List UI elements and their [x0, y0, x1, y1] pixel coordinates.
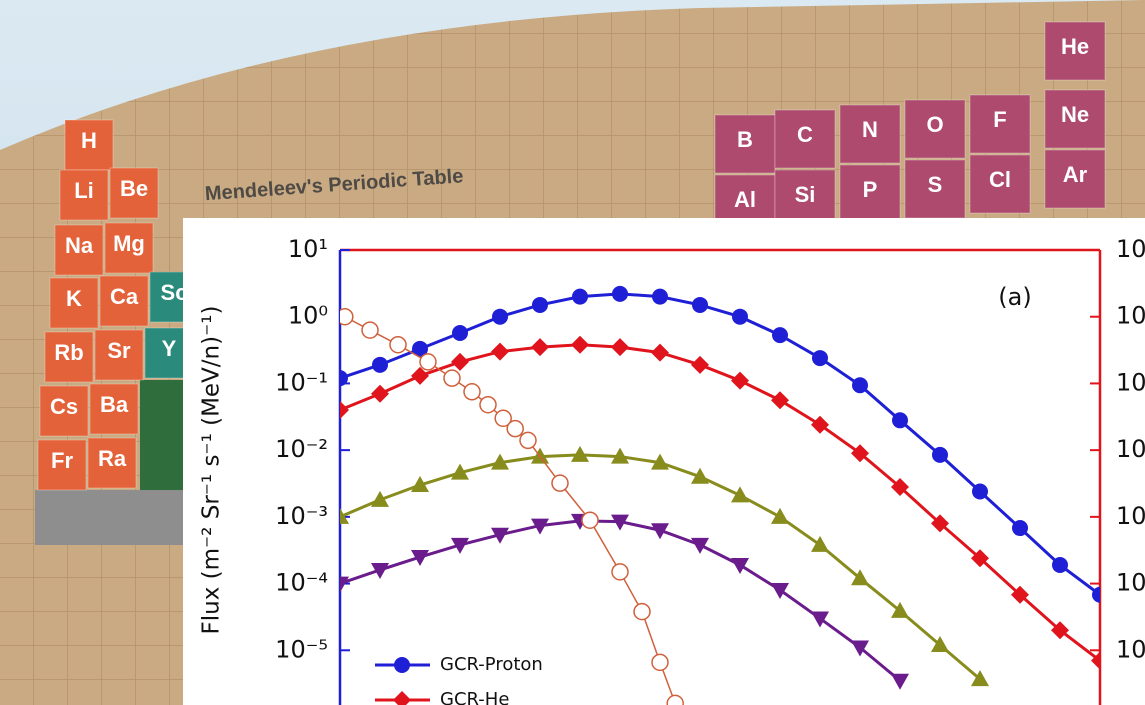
tile-symbol: Li: [74, 178, 94, 203]
marker: [394, 657, 410, 673]
marker: [667, 695, 683, 705]
marker: [772, 327, 788, 343]
legend-label: GCR-Proton: [440, 654, 543, 675]
marker: [652, 289, 668, 305]
tile-symbol: Cl: [989, 167, 1011, 192]
y2-tick-label: 10: [1116, 235, 1145, 263]
marker: [572, 289, 588, 305]
tile-symbol: Ca: [110, 284, 139, 309]
y-tick-label: 10⁻⁵: [275, 635, 328, 663]
scene: HLiBeNaMgKCaScRbSrYCsBaFrRaHeBCNOFNeAlSi…: [0, 0, 1145, 705]
y-tick-label: 10⁻¹: [275, 368, 328, 396]
marker: [390, 337, 406, 353]
marker: [612, 564, 628, 580]
marker: [812, 350, 828, 366]
marker: [652, 654, 668, 670]
tile-symbol: Fr: [51, 448, 73, 473]
marker: [852, 377, 868, 393]
tile-symbol: H: [81, 128, 97, 153]
tile-symbol: He: [1061, 34, 1089, 59]
tile-base: [35, 490, 185, 545]
y2-tick-label: 10: [1116, 435, 1145, 463]
tile-symbol: Ba: [100, 392, 129, 417]
marker: [732, 309, 748, 325]
tile-symbol: Mg: [113, 231, 145, 256]
y-tick-label: 10⁻⁴: [275, 569, 328, 597]
marker: [692, 297, 708, 313]
y2-tick-label: 10: [1116, 635, 1145, 663]
marker: [932, 447, 948, 463]
tile-symbol: Rb: [54, 340, 83, 365]
y2-tick-label: 10: [1116, 502, 1145, 530]
y-tick-label: 10⁰: [288, 302, 328, 330]
marker: [532, 297, 548, 313]
green-tiles: [140, 380, 185, 490]
y-tick-label: 10⁻²: [275, 435, 328, 463]
tile-symbol: Cs: [50, 394, 78, 419]
tile-symbol: K: [66, 286, 82, 311]
marker: [634, 604, 650, 620]
tile-symbol: O: [926, 112, 943, 137]
tile-symbol: C: [797, 122, 813, 147]
tile-symbol: F: [993, 107, 1006, 132]
tile-symbol: N: [862, 117, 878, 142]
marker: [612, 286, 628, 302]
tile-symbol: Ra: [98, 446, 127, 471]
marker: [582, 512, 598, 528]
marker: [1012, 520, 1028, 536]
tile-symbol: Y: [162, 336, 177, 361]
y-tick-label: 10⁻³: [275, 502, 328, 530]
marker: [520, 432, 536, 448]
marker: [452, 325, 468, 341]
tile-symbol: Sr: [107, 338, 131, 363]
tile-symbol: B: [737, 127, 753, 152]
marker: [1052, 557, 1068, 573]
marker: [972, 483, 988, 499]
marker: [420, 354, 436, 370]
marker: [492, 309, 508, 325]
tile-symbol: Na: [65, 233, 94, 258]
tile-symbol: P: [863, 177, 878, 202]
marker: [480, 397, 496, 413]
y-tick-label: 10¹: [288, 235, 328, 263]
tile-symbol: Al: [734, 187, 756, 212]
legend-label: GCR-He: [440, 689, 509, 705]
tile-symbol: Ne: [1061, 102, 1089, 127]
tile-symbol: Ar: [1063, 162, 1088, 187]
y-axis-title: Flux (m⁻² Sr⁻¹ s⁻¹ (MeV/n)⁻¹): [199, 306, 225, 635]
marker: [444, 370, 460, 386]
tile-symbol: Si: [795, 182, 816, 207]
tile-symbol: S: [928, 172, 943, 197]
y2-tick-label: 10: [1116, 569, 1145, 597]
annotation: (a): [998, 283, 1031, 311]
tile-symbol: Be: [120, 176, 148, 201]
marker: [507, 421, 523, 437]
marker: [552, 475, 568, 491]
marker: [892, 412, 908, 428]
page: HLiBeNaMgKCaScRbSrYCsBaFrRaHeBCNOFNeAlSi…: [0, 0, 1145, 705]
marker: [464, 384, 480, 400]
marker: [372, 357, 388, 373]
marker: [362, 322, 378, 338]
y2-tick-label: 10: [1116, 302, 1145, 330]
y2-tick-label: 10: [1116, 368, 1145, 396]
